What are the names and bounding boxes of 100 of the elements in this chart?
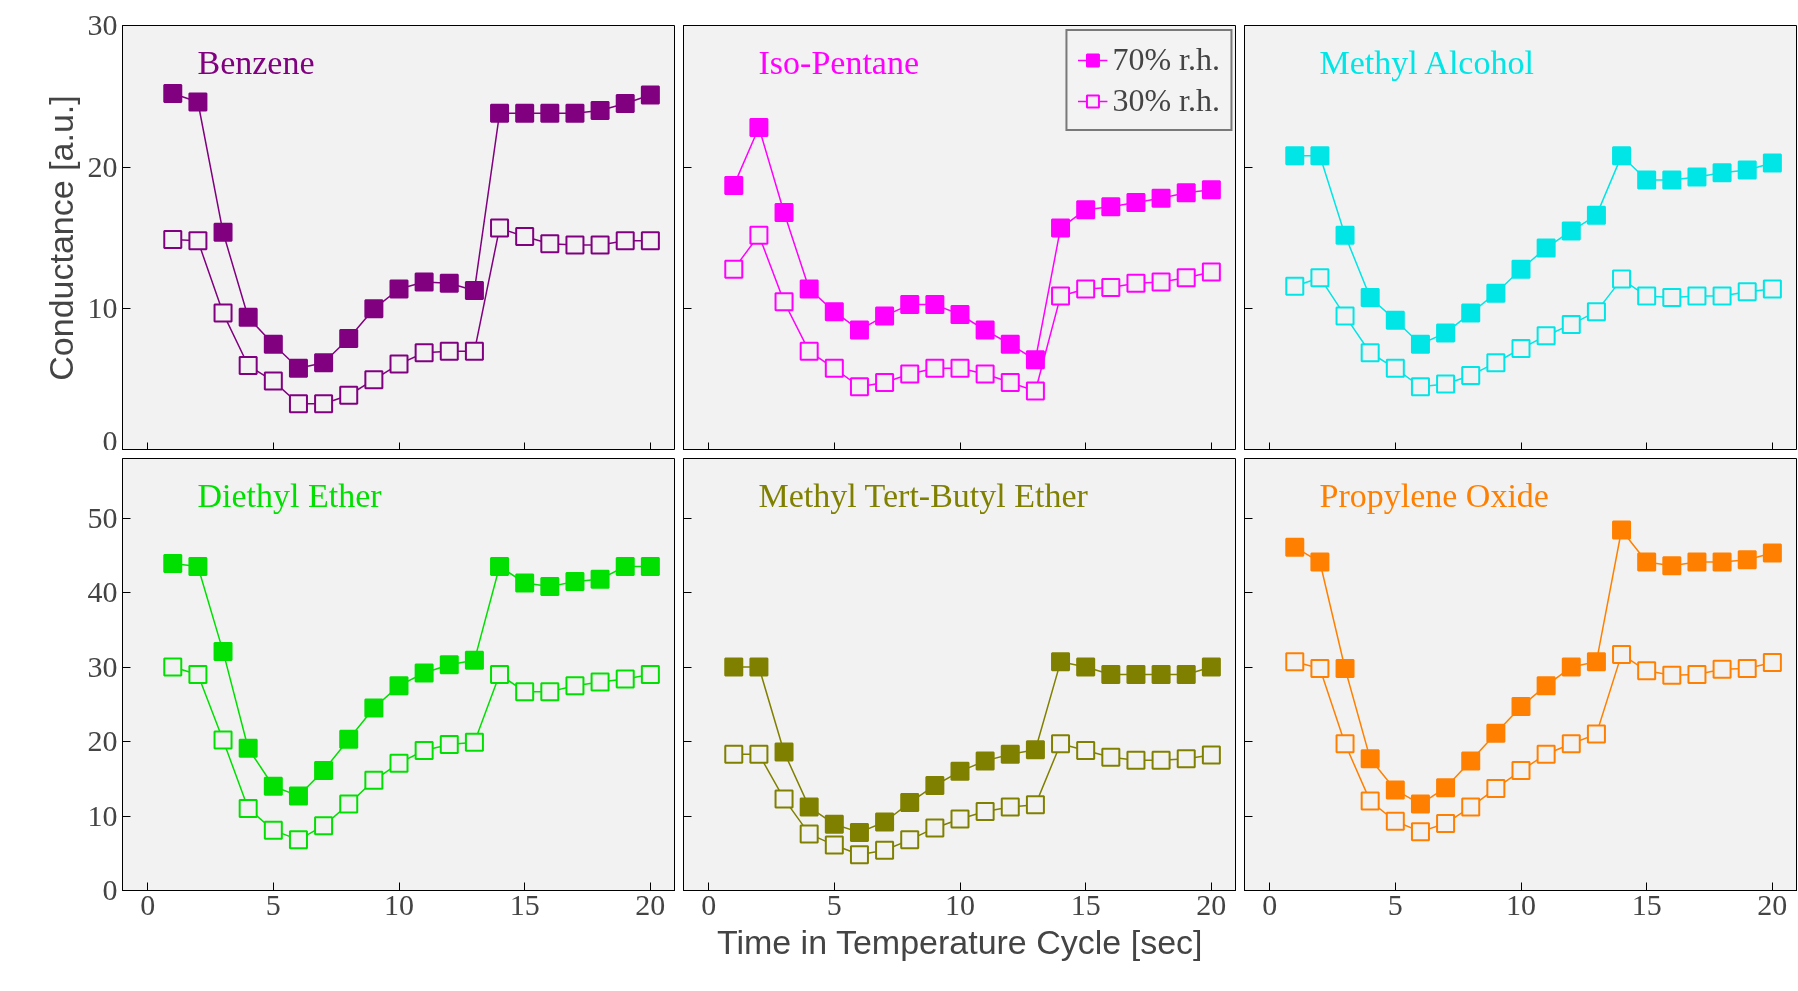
point [1712, 163, 1732, 183]
point [1511, 761, 1531, 781]
point [875, 812, 895, 832]
point [749, 657, 769, 677]
point [950, 809, 970, 829]
point [1687, 552, 1707, 572]
point [900, 830, 920, 850]
point [565, 676, 585, 696]
point [1201, 745, 1221, 765]
point [875, 373, 895, 392]
point [1151, 665, 1171, 684]
text: Methyl Tert-Butyl Ether [758, 476, 1089, 514]
point [824, 302, 844, 322]
point [1486, 353, 1506, 373]
x-tick-label: 15 [509, 887, 540, 921]
point [314, 761, 334, 781]
point [439, 655, 459, 675]
point [1612, 644, 1632, 664]
point [515, 573, 535, 593]
point [1486, 723, 1506, 743]
point [263, 776, 283, 796]
point [1662, 665, 1682, 685]
point [1176, 268, 1196, 288]
x-tick-label: 20 [1757, 887, 1788, 921]
legend-label: 70% r.h. [1112, 41, 1220, 78]
legend-label: 30% r.h. [1112, 82, 1220, 119]
point [1511, 259, 1531, 279]
point [1051, 218, 1071, 238]
point [1335, 659, 1355, 679]
point [1101, 197, 1121, 217]
point [1662, 288, 1682, 307]
point [1561, 314, 1581, 334]
x-tick-label: 20 [635, 887, 666, 921]
point [1385, 310, 1405, 330]
point [1486, 778, 1506, 798]
point [925, 358, 945, 378]
point [238, 799, 258, 819]
point [724, 744, 744, 764]
x-tick-label: 0 [1262, 887, 1278, 921]
text: Methyl Alcohol [1319, 43, 1534, 81]
point [1151, 272, 1171, 292]
point [1561, 221, 1581, 241]
point [414, 663, 434, 683]
point [1101, 278, 1121, 298]
point [1385, 811, 1405, 831]
point [1201, 657, 1221, 677]
point [1000, 334, 1020, 354]
point [640, 557, 660, 576]
point [1051, 286, 1071, 306]
point [1285, 537, 1305, 557]
point [490, 557, 510, 576]
point [1201, 262, 1221, 282]
point [975, 802, 995, 822]
point [288, 830, 308, 850]
point [314, 816, 334, 836]
x-tick-label: 5 [1387, 887, 1403, 921]
point [1285, 146, 1305, 166]
point [389, 676, 409, 696]
point [213, 730, 233, 750]
x-tick-label: 5 [265, 887, 281, 921]
point [925, 818, 945, 838]
point [1536, 676, 1556, 696]
point [1586, 302, 1606, 322]
point [565, 571, 585, 591]
point [1101, 747, 1121, 767]
point [1285, 276, 1305, 296]
point [1762, 653, 1782, 673]
point [1536, 238, 1556, 258]
point [1637, 286, 1657, 306]
text: Benzene [197, 43, 315, 81]
point [1436, 323, 1456, 343]
point [749, 225, 769, 245]
point [975, 751, 995, 771]
point [1461, 365, 1481, 385]
point [1712, 286, 1732, 306]
point [1586, 724, 1606, 744]
point [1126, 750, 1146, 770]
point [364, 770, 384, 790]
point [1385, 358, 1405, 378]
point [263, 820, 283, 840]
y-tick-label: 20 [87, 724, 118, 758]
point [1637, 661, 1657, 681]
point [389, 753, 409, 773]
x-axis-title: Time in Temperature Cycle [sec] [716, 922, 1203, 961]
point [1762, 153, 1782, 173]
point [975, 364, 995, 384]
point [1385, 780, 1405, 800]
y-tick-label: 10 [87, 798, 118, 832]
y-axis-title: Conductance [a.u.] [41, 95, 80, 381]
point [1000, 797, 1020, 817]
x-tick-label: 0 [701, 887, 717, 921]
point [925, 295, 945, 315]
point [1586, 205, 1606, 225]
point [590, 569, 610, 589]
point [163, 657, 183, 677]
point [799, 824, 819, 844]
point [1076, 657, 1096, 677]
point [1536, 326, 1556, 346]
point [950, 305, 970, 324]
point [925, 775, 945, 795]
